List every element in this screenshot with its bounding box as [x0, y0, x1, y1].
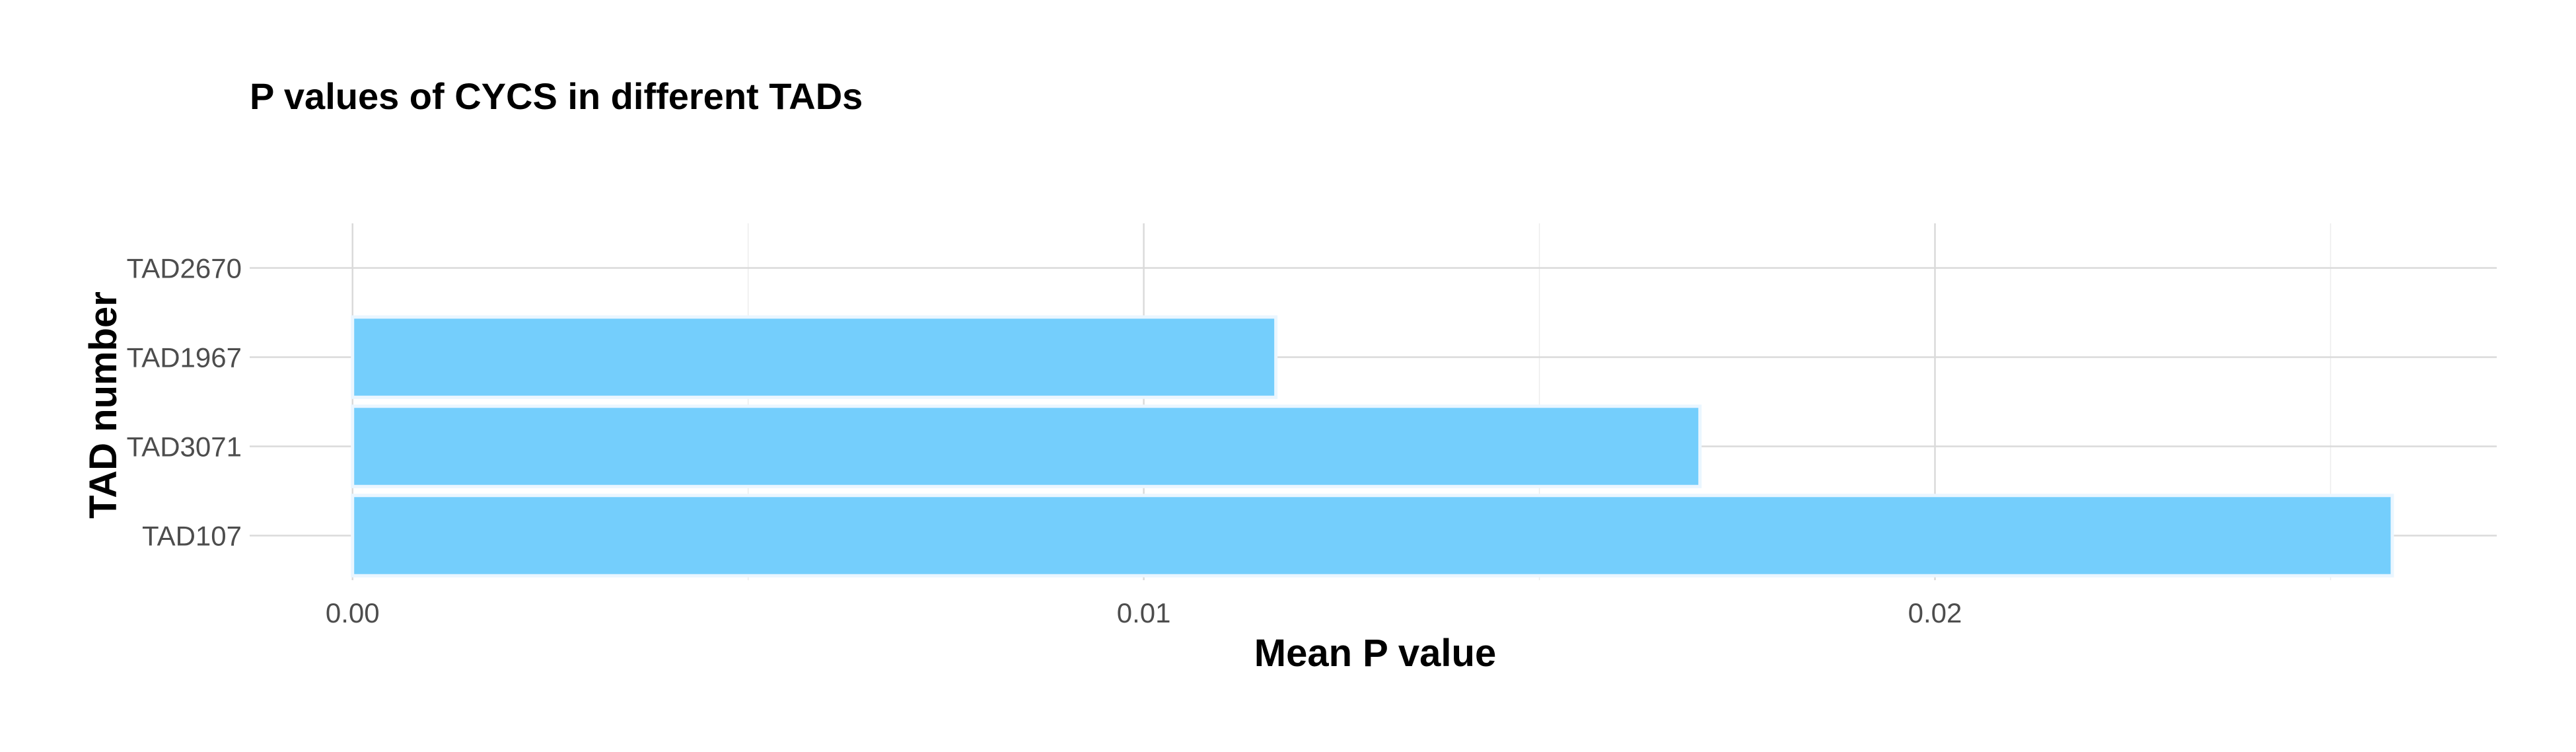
x-tick-label: 0.02 — [1908, 597, 1962, 628]
x-tick-label: 0.01 — [1117, 597, 1171, 628]
chart-title: P values of CYCS in different TADs — [250, 75, 863, 117]
x-tick-label: 0.00 — [326, 597, 380, 628]
bar-tad107 — [351, 494, 2394, 578]
y-tick-label: TAD3071 — [127, 432, 242, 463]
bar-tad1967 — [351, 315, 1278, 399]
bars — [351, 315, 2394, 578]
y-tick-label: TAD1967 — [127, 342, 242, 373]
x-axis-tick-labels: 0.00 0.01 0.02 — [326, 597, 1962, 628]
y-axis-tick-labels: TAD2670 TAD1967 TAD3071 TAD107 — [127, 253, 242, 552]
y-tick-label: TAD2670 — [127, 253, 242, 284]
bar-tad3071 — [351, 404, 1702, 488]
y-axis-title: TAD number — [82, 291, 125, 519]
y-tick-label: TAD107 — [142, 521, 242, 552]
x-axis-title: Mean P value — [1254, 632, 1496, 675]
